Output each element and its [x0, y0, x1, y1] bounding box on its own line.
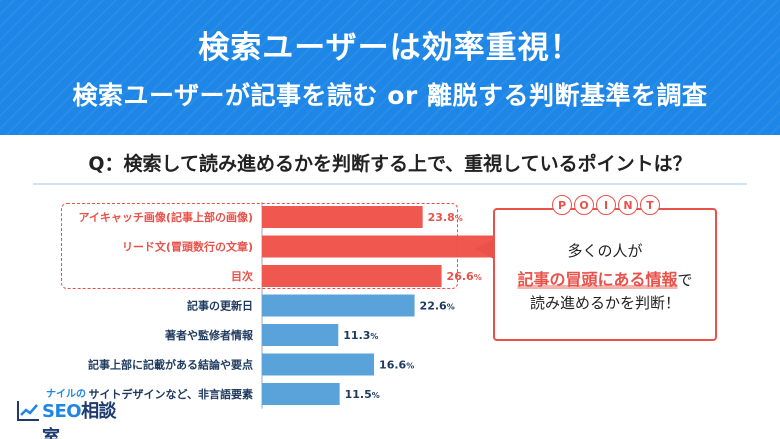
survey-question: Q：検索して読み進めるかを判断する上で、重視しているポイントは？: [88, 153, 692, 175]
callout-emphasis: 記事の冒頭にある情報: [517, 270, 678, 289]
question-divider: [33, 183, 747, 185]
chart-trend-icon: [17, 401, 39, 421]
category-label: サイトデザインなど、非言語要素: [89, 387, 253, 401]
callout-line2: 記事の冒頭にある情報で: [495, 266, 715, 290]
bar: [262, 206, 423, 228]
callout-line3: 読み進めるかを判断！: [529, 294, 680, 312]
point-letter: N: [618, 195, 638, 215]
category-label: 目次: [231, 269, 253, 283]
value-label: 11.5%: [345, 388, 380, 401]
value-label: 22.6%: [420, 300, 455, 313]
highlight-dashed-box: [61, 203, 458, 289]
bar: [262, 324, 339, 346]
banner-title: 検索ユーザーは効率重視！: [198, 30, 582, 66]
category-label: 記事の更新日: [187, 299, 253, 313]
value-label: 23.8%: [428, 211, 463, 224]
category-label: アイキャッチ画像(記事上部の画像): [78, 210, 253, 224]
logo-main: SEO相談室: [42, 397, 126, 439]
value-label: 11.3%: [343, 329, 378, 342]
point-letter: O: [574, 195, 594, 215]
bar: [262, 265, 442, 287]
callout-pointer: [475, 239, 494, 259]
category-label: リード文(冒頭数行の文章): [122, 240, 253, 254]
bar: [262, 294, 415, 317]
banner-subtitle: 検索ユーザーが記事を読む or 離脱する判断基準を調査: [72, 81, 708, 110]
bar: [262, 235, 525, 258]
bar: [262, 383, 340, 405]
point-letter: T: [640, 195, 660, 215]
point-letter: I: [596, 195, 616, 215]
logo-seo: SEO: [42, 401, 82, 422]
callout-line1: 多くの人が: [567, 242, 643, 260]
brand-logo: ナイルの SEO相談室: [16, 385, 126, 439]
callout-line2-rest: で: [677, 271, 693, 289]
value-label: 16.6%: [379, 359, 414, 372]
point-letter: P: [552, 195, 572, 215]
header-banner: 検索ユーザーは効率重視！ 検索ユーザーが記事を読む or 離脱する判断基準を調査: [0, 0, 780, 135]
point-badge: P O I N T: [552, 195, 662, 219]
category-label: 記事上部に記載がある結論や要点: [88, 358, 253, 372]
point-callout: 多くの人が 記事の冒頭にある情報で 読み進めるかを判断！: [493, 208, 717, 341]
logo-kanji: 相談室: [42, 401, 117, 439]
logo-sub: ナイルの: [46, 389, 86, 400]
category-label: 著者や監修者情報: [165, 328, 254, 342]
bar: [262, 353, 375, 376]
value-label: 26.6%: [447, 270, 482, 283]
